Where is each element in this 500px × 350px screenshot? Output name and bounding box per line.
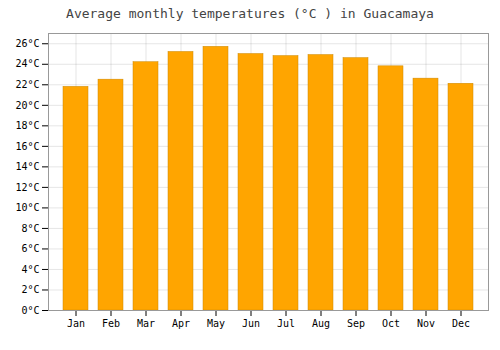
svg-text:10°C: 10°C bbox=[15, 202, 39, 213]
svg-text:4°C: 4°C bbox=[21, 264, 39, 275]
svg-text:Feb: Feb bbox=[102, 318, 120, 329]
svg-text:16°C: 16°C bbox=[15, 141, 39, 152]
svg-text:20°C: 20°C bbox=[15, 100, 39, 111]
svg-text:24°C: 24°C bbox=[15, 58, 39, 69]
svg-text:Jan: Jan bbox=[67, 318, 85, 329]
svg-text:Dec: Dec bbox=[452, 318, 470, 329]
svg-text:Mar: Mar bbox=[137, 318, 155, 329]
svg-text:22°C: 22°C bbox=[15, 79, 39, 90]
svg-text:Oct: Oct bbox=[382, 318, 400, 329]
svg-text:0°C: 0°C bbox=[21, 305, 39, 316]
svg-text:2°C: 2°C bbox=[21, 284, 39, 295]
svg-text:8°C: 8°C bbox=[21, 223, 39, 234]
html-text:Average monthly temperatures (: Average monthly temperatures (°C ) in Gu… bbox=[66, 6, 434, 21]
svg-text:Aug: Aug bbox=[312, 318, 330, 329]
svg-text:14°C: 14°C bbox=[15, 161, 39, 172]
svg-text:6°C: 6°C bbox=[21, 243, 39, 254]
svg-text:18°C: 18°C bbox=[15, 120, 39, 131]
svg-text:Jul: Jul bbox=[277, 318, 295, 329]
svg-text:Apr: Apr bbox=[172, 318, 190, 329]
svg-text:26°C: 26°C bbox=[15, 38, 39, 49]
svg-text:Jun: Jun bbox=[242, 318, 260, 329]
svg-text:12°C: 12°C bbox=[15, 182, 39, 193]
svg-text:May: May bbox=[207, 318, 225, 329]
svg-text:Nov: Nov bbox=[417, 318, 435, 329]
svg-text:Sep: Sep bbox=[347, 318, 365, 329]
